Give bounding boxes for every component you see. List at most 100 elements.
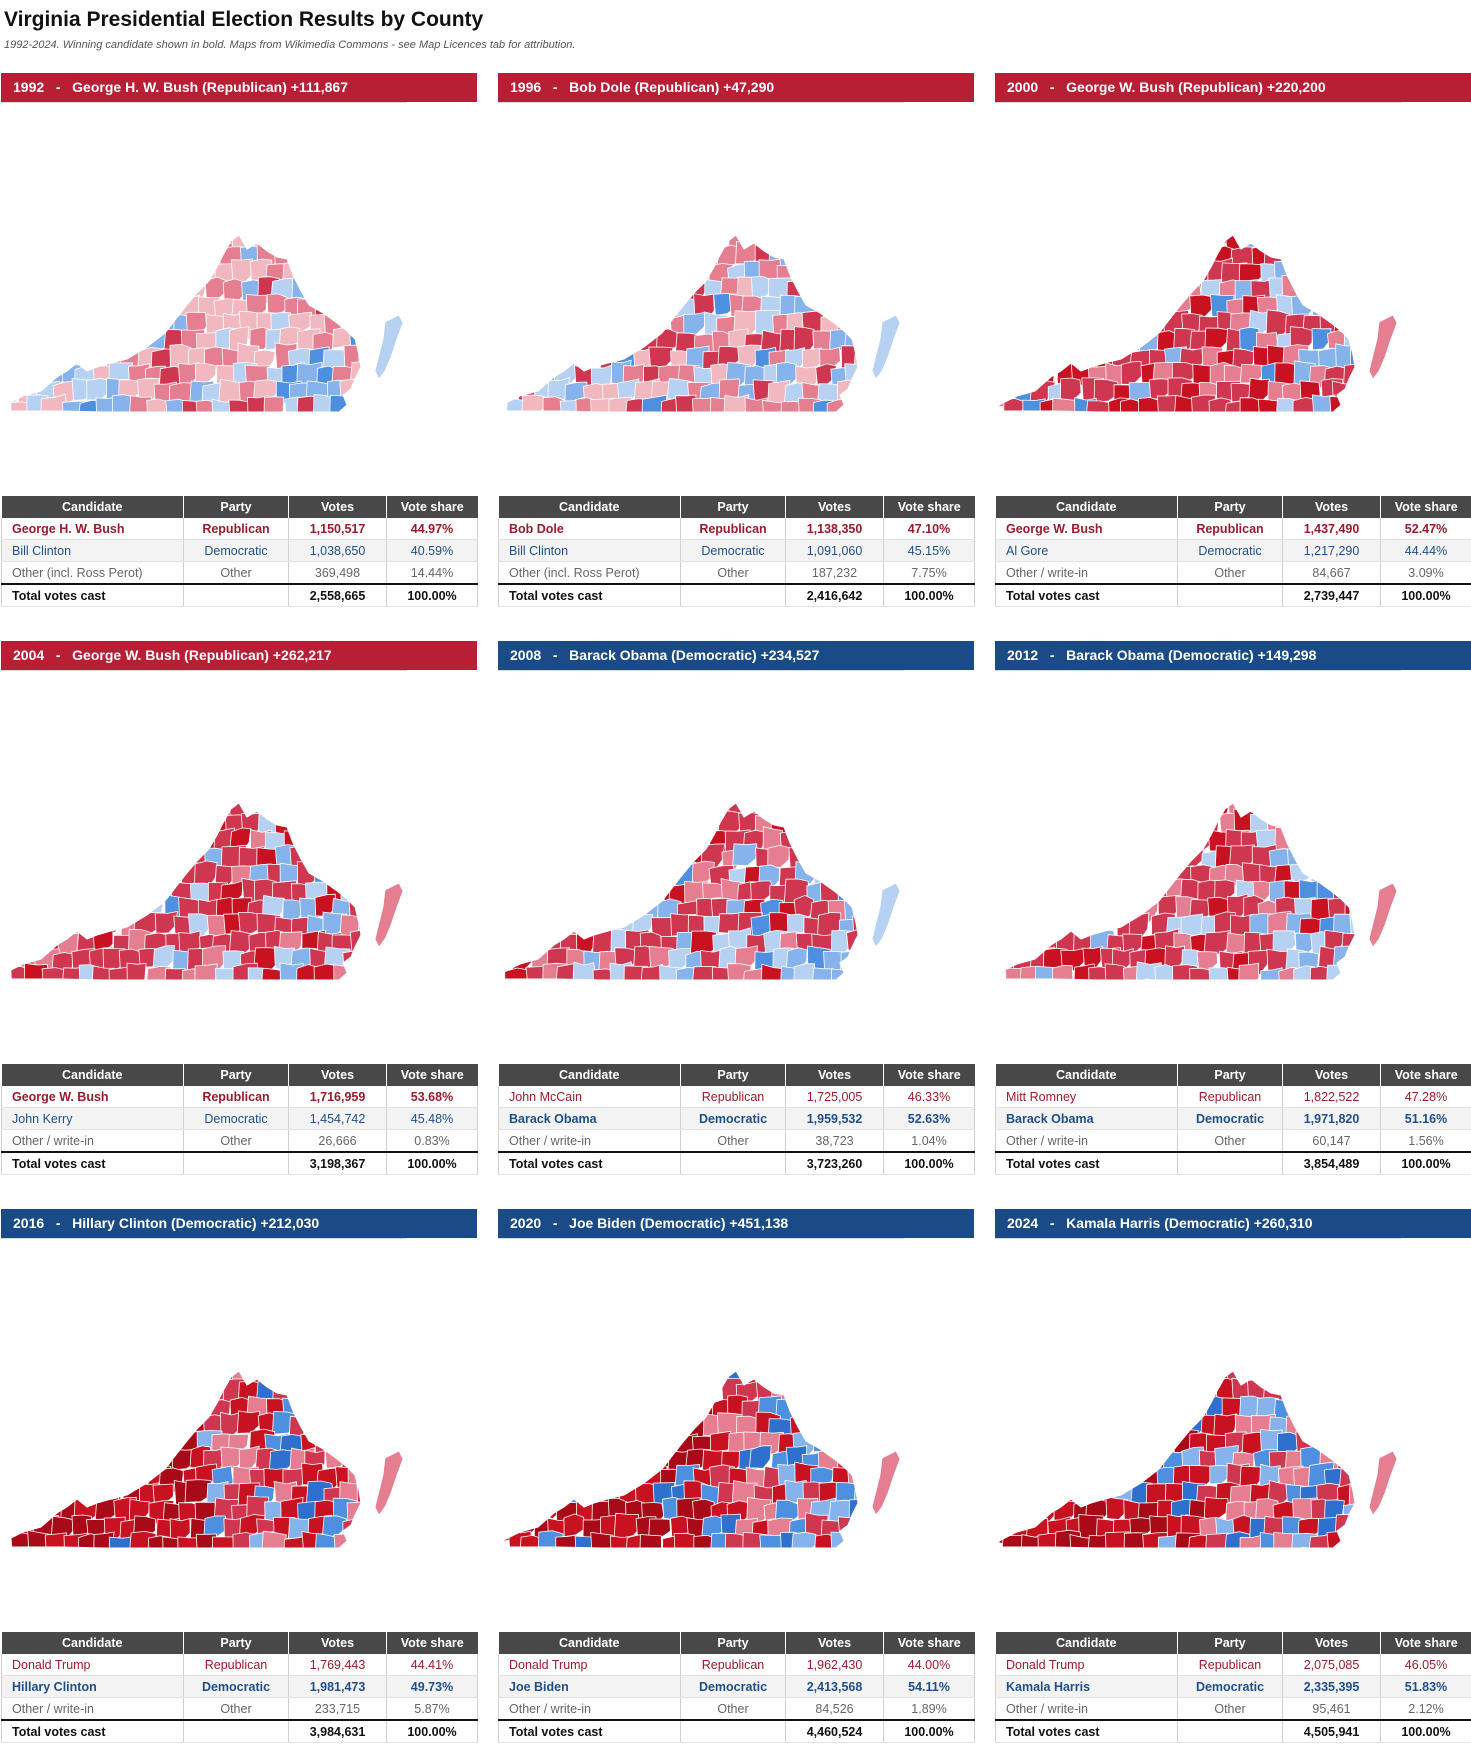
county-shape: [815, 261, 842, 287]
county-shape: [95, 863, 121, 892]
county-shape: [679, 235, 706, 254]
county-shape: [167, 1378, 192, 1402]
banner-divider: [1, 1238, 407, 1239]
header-candidate: Candidate: [1, 1632, 184, 1654]
county-shape: [792, 1396, 819, 1421]
county-shape: [1096, 244, 1123, 270]
county-shape: [1219, 1550, 1239, 1570]
county-shape: [53, 1417, 76, 1445]
share-cell: 44.97%: [386, 518, 478, 540]
county-shape: [759, 1534, 783, 1548]
votes-cell: 187,232: [785, 561, 884, 585]
county-shape: [1096, 1380, 1119, 1407]
county-shape: [1, 413, 24, 440]
county-map: [4, 1370, 404, 1549]
county-shape: [649, 418, 673, 445]
county-shape: [769, 983, 794, 1005]
county-shape: [355, 310, 361, 335]
result-banner: 2020 - Joe Biden (Democratic) +451,138: [498, 1209, 974, 1238]
county-shape: [1363, 263, 1383, 284]
county-shape: [118, 847, 144, 875]
county-shape: [556, 292, 580, 316]
county-shape: [1003, 1435, 1029, 1462]
county-shape: [524, 298, 548, 324]
county-shape: [842, 1530, 858, 1548]
county-shape: [606, 259, 630, 286]
total-votes: 3,723,260: [785, 1151, 884, 1175]
county-shape: [865, 1431, 888, 1453]
party-cell: Other: [680, 1129, 786, 1153]
county-shape: [1106, 830, 1133, 858]
party-cell: Other: [183, 561, 289, 585]
county-shape: [28, 1466, 53, 1492]
votes-cell: 84,667: [1282, 561, 1381, 585]
banner-separator: -: [552, 1215, 558, 1231]
county-shape: [999, 848, 1019, 872]
county-shape: [1039, 1430, 1064, 1457]
county-shape: [347, 1397, 361, 1420]
county-shape: [508, 363, 533, 389]
county-shape: [135, 814, 159, 840]
county-shape: [611, 803, 633, 817]
map-container: [995, 677, 1471, 1057]
county-shape: [502, 342, 527, 370]
county-shape: [1069, 261, 1093, 290]
county-shape: [557, 803, 584, 820]
county-shape: [1102, 293, 1125, 321]
county-shape: [69, 983, 92, 1003]
county-shape: [1341, 1433, 1355, 1459]
total-party-cell: [680, 1151, 786, 1175]
county-shape: [599, 983, 624, 1008]
county-shape: [658, 235, 681, 253]
county-shape: [565, 878, 591, 907]
county-shape: [1336, 1378, 1355, 1405]
county-shape: [565, 1447, 593, 1476]
share-cell: 45.48%: [386, 1107, 478, 1130]
county-shape: [325, 811, 348, 839]
county-shape: [622, 829, 651, 852]
county-shape: [811, 967, 835, 980]
county-shape: [17, 915, 43, 942]
county-shape: [314, 1533, 337, 1548]
county-shape: [1062, 1480, 1087, 1504]
county-shape: [1362, 1394, 1384, 1418]
county-shape: [676, 966, 699, 980]
county-shape: [1027, 282, 1052, 305]
county-shape: [350, 262, 361, 291]
county-shape: [542, 894, 568, 920]
county-shape: [29, 291, 54, 320]
county-shape: [574, 831, 603, 857]
county-shape: [826, 864, 852, 888]
county-shape: [264, 803, 288, 822]
votes-cell: 2,335,395: [1282, 1675, 1381, 1698]
party-cell: Democratic: [1177, 539, 1283, 562]
county-shape: [1061, 245, 1084, 267]
county-shape: [999, 1446, 1022, 1474]
county-shape: [1072, 1397, 1099, 1424]
county-shape: [1036, 235, 1063, 247]
county-shape: [102, 912, 124, 934]
county-shape: [1325, 963, 1354, 980]
county-shape: [1051, 964, 1074, 980]
county-shape: [164, 260, 189, 285]
county-shape: [810, 1371, 836, 1390]
county-shape: [346, 1534, 361, 1548]
header-party: Party: [680, 496, 786, 518]
county-shape: [75, 1433, 97, 1458]
county-shape: [1154, 235, 1176, 251]
county-shape: [1064, 313, 1090, 338]
county-shape: [357, 1411, 361, 1439]
county-shape: [5, 312, 26, 340]
banner-separator: -: [552, 79, 558, 95]
county-shape: [12, 1397, 33, 1421]
county-shape: [356, 949, 361, 975]
county-shape: [15, 1480, 40, 1504]
county-shape: [549, 880, 574, 910]
county-shape: [1128, 314, 1152, 338]
county-shape: [846, 928, 858, 951]
county-shape: [147, 829, 174, 854]
county-shape: [1324, 803, 1346, 815]
votes-cell: 1,981,473: [288, 1675, 387, 1698]
county-shape: [1027, 244, 1056, 266]
county-shape: [608, 1371, 632, 1385]
